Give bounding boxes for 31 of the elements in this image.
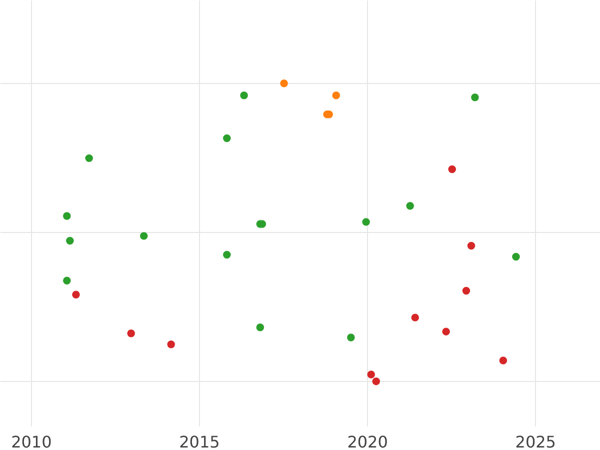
point — [467, 242, 476, 250]
point — [442, 328, 450, 336]
point — [223, 250, 231, 259]
point — [63, 212, 71, 220]
point — [63, 276, 71, 284]
point — [347, 334, 355, 342]
point — [140, 232, 148, 240]
x-tick-label: 2020 — [347, 432, 388, 450]
point — [362, 218, 370, 226]
point — [462, 286, 470, 295]
point — [512, 252, 520, 261]
point — [499, 356, 508, 364]
point — [280, 80, 288, 88]
x-tick-label: 2010 — [11, 432, 52, 450]
point — [332, 91, 340, 100]
point — [471, 94, 479, 102]
point — [367, 370, 375, 378]
point — [256, 324, 264, 332]
point — [85, 154, 93, 162]
point — [411, 314, 419, 322]
point — [448, 165, 456, 174]
point — [372, 377, 380, 386]
point — [167, 340, 175, 348]
point — [240, 91, 248, 100]
x-tick-label: 2015 — [179, 432, 220, 450]
point — [406, 202, 414, 210]
point — [72, 290, 80, 298]
point — [66, 236, 74, 245]
x-tick-label: 2025 — [515, 432, 556, 450]
point — [223, 134, 231, 142]
point — [127, 329, 135, 338]
